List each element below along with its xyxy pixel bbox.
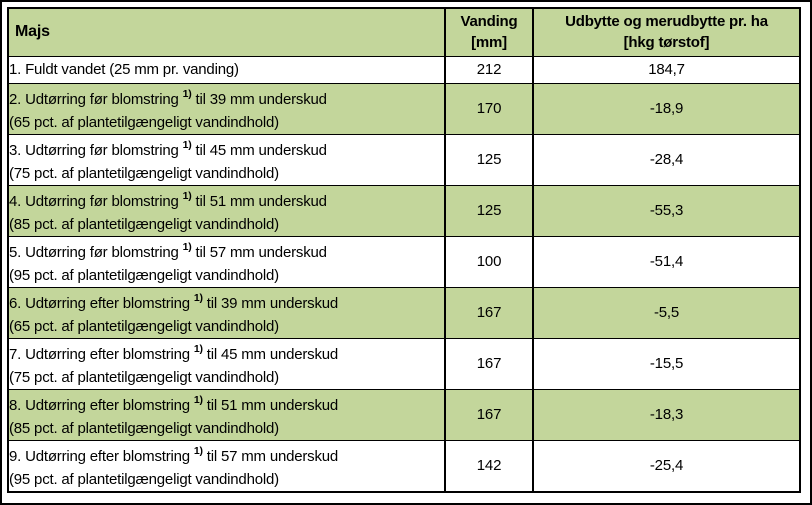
treatment-text: 2. Udtørring før blomstring	[9, 90, 183, 108]
udbytte-cell: -15,5	[532, 337, 801, 390]
majs-table: Majs Vanding [mm] Udbytte og merudbytte p…	[7, 7, 801, 493]
vanding-cell: 142	[444, 439, 534, 492]
footnote-marker: 1)	[193, 444, 203, 457]
header-vanding: Vanding [mm]	[444, 7, 534, 57]
table-row: 1. Fuldt vandet (25 mm pr. vanding) 212 …	[7, 55, 801, 84]
treatment-text-cont: til 51 mm underskud	[191, 192, 327, 210]
treatment-cell: 5. Udtørring før blomstring 1) til 57 mm…	[7, 235, 446, 288]
udbytte-cell: -55,3	[532, 184, 801, 237]
treatment-line2: (85 pct. af plantetilgængeligt vandindho…	[9, 215, 279, 233]
treatment-text-cont: til 51 mm underskud	[202, 396, 339, 414]
table-row: 3. Udtørring før blomstring 1) til 45 mm…	[7, 133, 801, 186]
footnote-marker: 1)	[193, 393, 203, 406]
vanding-cell: 167	[444, 286, 534, 339]
treatment-line2: (65 pct. af plantetilgængeligt vandindho…	[9, 317, 279, 335]
footnote-marker: 1)	[182, 240, 192, 253]
footnote-marker: 1)	[193, 342, 203, 355]
treatment-cell: 9. Udtørring efter blomstring 1) til 57 …	[7, 439, 446, 492]
treatment-line2: (75 pct. af plantetilgængeligt vandindho…	[9, 164, 279, 182]
header-udbytte: Udbytte og merudbytte pr. ha [hkg tørstof…	[532, 7, 801, 57]
treatment-text-cont: til 45 mm underskud	[202, 345, 339, 363]
vanding-cell: 167	[444, 388, 534, 441]
treatment-line2: (95 pct. af plantetilgængeligt vandindho…	[9, 470, 279, 488]
table-row: 6. Udtørring efter blomstring 1) til 39 …	[7, 286, 801, 339]
treatment-text: 9. Udtørring efter blomstring	[9, 447, 194, 465]
treatment-line2: (65 pct. af plantetilgængeligt vandindho…	[9, 113, 279, 131]
vanding-cell: 212	[444, 55, 534, 84]
treatment-text: 4. Udtørring før blomstring	[9, 192, 183, 210]
udbytte-cell: -5,5	[532, 286, 801, 339]
treatment-text-cont: til 39 mm underskud	[202, 294, 339, 312]
header-udbytte-line1: Udbytte og merudbytte pr. ha	[565, 13, 768, 31]
udbytte-cell: 184,7	[532, 55, 801, 84]
footnote-marker: 1)	[182, 138, 192, 151]
udbytte-cell: -18,3	[532, 388, 801, 441]
header-majs: Majs	[7, 7, 446, 57]
treatment-line2: (95 pct. af plantetilgængeligt vandindho…	[9, 266, 279, 284]
treatment-cell: 6. Udtørring efter blomstring 1) til 39 …	[7, 286, 446, 339]
udbytte-cell: -28,4	[532, 133, 801, 186]
table-row: 2. Udtørring før blomstring 1) til 39 mm…	[7, 82, 801, 135]
vanding-cell: 167	[444, 337, 534, 390]
udbytte-cell: -25,4	[532, 439, 801, 492]
treatment-text-cont: til 45 mm underskud	[191, 141, 327, 159]
footnote-marker: 1)	[182, 189, 192, 202]
table-header-row: Majs Vanding [mm] Udbytte og merudbytte p…	[7, 7, 801, 57]
treatment-text: 7. Udtørring efter blomstring	[9, 345, 194, 363]
vanding-cell: 125	[444, 184, 534, 237]
udbytte-cell: -18,9	[532, 82, 801, 135]
footnote-marker: 1)	[193, 291, 203, 304]
treatment-text-cont: til 57 mm underskud	[202, 447, 339, 465]
treatment-text: 3. Udtørring før blomstring	[9, 141, 183, 159]
treatment-text: 1. Fuldt vandet (25 mm pr. vanding)	[9, 61, 239, 78]
treatment-text: 6. Udtørring efter blomstring	[9, 294, 194, 312]
table-row: 7. Udtørring efter blomstring 1) til 45 …	[7, 337, 801, 390]
treatment-cell: 2. Udtørring før blomstring 1) til 39 mm…	[7, 82, 446, 135]
table-row: 8. Udtørring efter blomstring 1) til 51 …	[7, 388, 801, 441]
treatment-text-cont: til 39 mm underskud	[191, 90, 327, 108]
table-row: 9. Udtørring efter blomstring 1) til 57 …	[7, 439, 801, 492]
vanding-cell: 170	[444, 82, 534, 135]
udbytte-cell: -51,4	[532, 235, 801, 288]
treatment-cell: 3. Udtørring før blomstring 1) til 45 mm…	[7, 133, 446, 186]
footnote-marker: 1)	[182, 87, 192, 100]
treatment-cell: 8. Udtørring efter blomstring 1) til 51 …	[7, 388, 446, 441]
treatment-cell: 7. Udtørring efter blomstring 1) til 45 …	[7, 337, 446, 390]
treatment-cell: 1. Fuldt vandet (25 mm pr. vanding)	[7, 55, 446, 84]
vanding-cell: 125	[444, 133, 534, 186]
treatment-line2: (85 pct. af plantetilgængeligt vandindho…	[9, 419, 279, 437]
treatment-cell: 4. Udtørring før blomstring 1) til 51 mm…	[7, 184, 446, 237]
treatment-line2: (75 pct. af plantetilgængeligt vandindho…	[9, 368, 279, 386]
treatment-text: 5. Udtørring før blomstring	[9, 243, 183, 261]
header-vanding-line2: [mm]	[471, 34, 507, 52]
table-row: 4. Udtørring før blomstring 1) til 51 mm…	[7, 184, 801, 237]
treatment-text: 8. Udtørring efter blomstring	[9, 396, 194, 414]
table-row: 5. Udtørring før blomstring 1) til 57 mm…	[7, 235, 801, 288]
header-vanding-line1: Vanding	[460, 13, 518, 31]
vanding-cell: 100	[444, 235, 534, 288]
treatment-text-cont: til 57 mm underskud	[191, 243, 327, 261]
header-udbytte-line2: [hkg tørstof]	[623, 34, 710, 52]
